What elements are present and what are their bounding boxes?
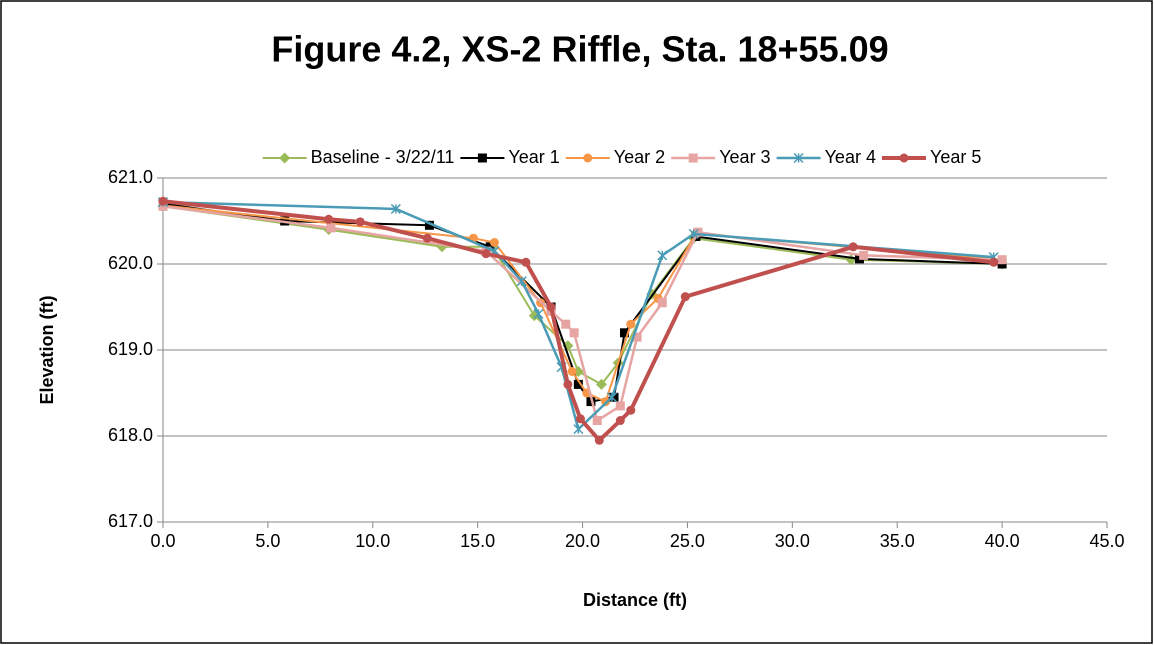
marker xyxy=(324,214,334,224)
marker xyxy=(583,153,593,163)
marker xyxy=(561,319,571,329)
marker xyxy=(688,153,698,163)
x-tick-label: 25.0 xyxy=(670,531,705,551)
marker xyxy=(355,217,365,227)
marker xyxy=(609,392,619,402)
marker xyxy=(424,220,434,230)
legend-label: Year 1 xyxy=(508,147,559,167)
marker xyxy=(573,424,584,435)
marker xyxy=(632,332,642,342)
marker xyxy=(563,379,573,389)
marker xyxy=(989,257,999,267)
marker xyxy=(594,435,604,445)
legend: Baseline - 3/22/11 Year 1 Year 2 Year 3 Year… xyxy=(262,147,981,167)
y-tick-label: 620.0 xyxy=(108,253,153,273)
y-tick-label: 618.0 xyxy=(108,425,153,445)
marker xyxy=(859,250,869,260)
marker xyxy=(533,308,544,319)
x-tick-label: 5.0 xyxy=(255,531,280,551)
legend-item: Baseline - 3/22/11 xyxy=(262,147,455,167)
y-tick-label: 621.0 xyxy=(108,167,153,187)
x-tick-label: 20.0 xyxy=(565,531,600,551)
marker xyxy=(793,152,804,164)
marker xyxy=(688,228,699,239)
legend-label: Baseline - 3/22/11 xyxy=(311,147,455,167)
x-axis-label: Distance (ft) xyxy=(583,590,687,610)
legend-item: Year 5 xyxy=(881,147,981,167)
marker xyxy=(693,227,703,237)
legend-label: Year 3 xyxy=(719,147,770,167)
x-tick-label: 15.0 xyxy=(460,531,495,551)
marker xyxy=(620,328,630,338)
marker xyxy=(521,257,531,267)
x-tick-label: 35.0 xyxy=(880,531,915,551)
y-tick-label: 619.0 xyxy=(108,339,153,359)
marker xyxy=(899,153,909,163)
marker xyxy=(615,401,625,411)
marker xyxy=(586,397,596,407)
marker xyxy=(477,153,487,163)
marker xyxy=(422,233,432,243)
legend-label: Year 2 xyxy=(614,147,665,167)
marker xyxy=(481,249,491,259)
marker xyxy=(657,298,667,308)
marker xyxy=(567,367,577,376)
marker xyxy=(158,196,168,206)
chart-title: Figure 4.2, XS-2 Riffle, Sta. 18+55.09 xyxy=(271,29,888,70)
marker xyxy=(657,250,668,261)
x-tick-label: 0.0 xyxy=(150,531,175,551)
y-axis-label: Elevation (ft) xyxy=(37,295,57,404)
legend-label: Year 5 xyxy=(930,147,981,167)
marker xyxy=(573,379,583,389)
legend-item: Year 2 xyxy=(565,147,665,167)
marker xyxy=(615,416,625,426)
marker xyxy=(326,223,336,233)
legend-item: Year 4 xyxy=(776,147,876,167)
marker xyxy=(595,378,607,390)
marker xyxy=(569,328,579,338)
x-tick-label: 40.0 xyxy=(985,531,1020,551)
marker xyxy=(279,152,291,164)
y-tick-label: 617.0 xyxy=(108,511,153,531)
marker xyxy=(516,276,527,287)
marker xyxy=(997,255,1007,265)
marker xyxy=(606,392,617,403)
marker xyxy=(626,319,636,329)
marker xyxy=(575,414,585,424)
marker xyxy=(546,302,556,312)
marker xyxy=(390,203,401,214)
x-tick-label: 30.0 xyxy=(775,531,810,551)
legend-item: Year 1 xyxy=(460,147,560,167)
x-tick-label: 10.0 xyxy=(355,531,390,551)
marker xyxy=(592,416,602,426)
marker xyxy=(626,405,636,415)
marker xyxy=(680,292,690,302)
x-tick-label: 45.0 xyxy=(1089,531,1124,551)
legend-label: Year 4 xyxy=(825,147,876,167)
marker xyxy=(489,238,499,247)
marker xyxy=(848,242,858,252)
legend-item: Year 3 xyxy=(671,147,771,167)
